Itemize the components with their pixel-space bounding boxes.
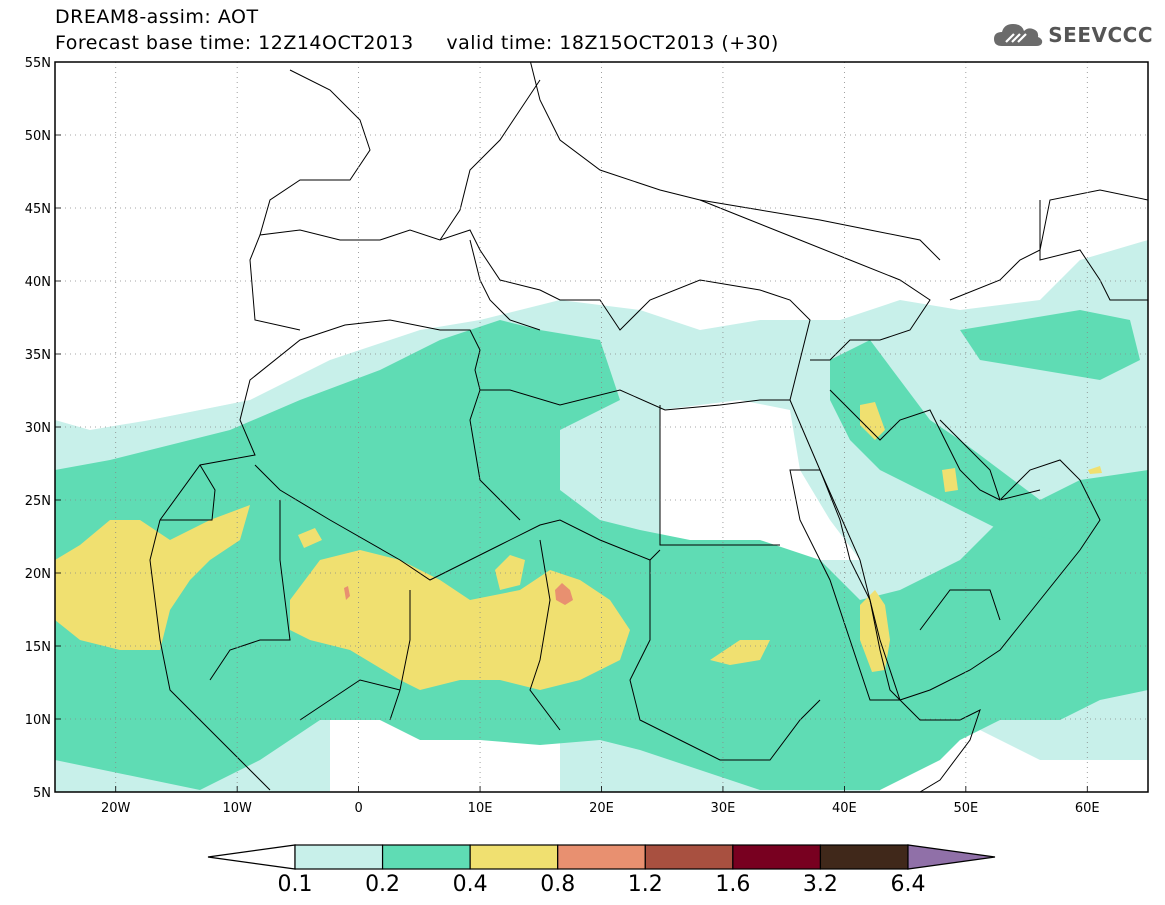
aot-contour-0.4 (942, 468, 958, 492)
colorbar-label: 0.4 (453, 872, 488, 897)
north-africa-coast (159, 319, 790, 521)
gulf-coast (939, 419, 1041, 501)
western-europe-border (259, 69, 371, 236)
plot-frame (54, 61, 1149, 793)
aot-contour-0.8 (344, 586, 350, 600)
colorbar-label: 0.2 (365, 872, 400, 897)
latitude-labels: 55N 50N 45N 40N 35N 30N 25N 20N 15N 10N 5N (25, 56, 51, 801)
aot-clear-area (660, 400, 860, 560)
italy-coast (469, 239, 541, 331)
colorbar-segment (644, 844, 734, 870)
border (659, 405, 780, 546)
lat-label: 35N (25, 348, 51, 363)
lon-label: 0 (354, 801, 362, 816)
border (529, 539, 561, 731)
lat-label: 15N (25, 640, 51, 655)
lon-label: 20W (101, 801, 131, 816)
colorbar-segment (469, 844, 559, 870)
aot-contour-0.2 (830, 340, 1080, 540)
lat-label: 5N (33, 786, 51, 801)
mediterranean-coast (249, 229, 811, 401)
lon-label: 40E (832, 801, 857, 816)
aot-contour-0.2 (960, 310, 1140, 380)
border (629, 560, 821, 761)
colorbar-label: 1.6 (715, 872, 750, 897)
italy-alps-border (439, 79, 541, 241)
aot-contour-0.4 (1088, 466, 1102, 474)
aot-contour-0.8 (555, 583, 573, 605)
aot-contour-0.4 (298, 528, 322, 548)
colorbar-segment (557, 844, 646, 870)
border (160, 464, 216, 521)
aot-contour-0.4 (290, 550, 630, 690)
longitude-labels: 20W 10W 0 10E 20E 30E 40E 50E 60E (101, 801, 1100, 816)
lat-label: 30N (25, 421, 51, 436)
lon-label: 60E (1075, 801, 1100, 816)
lat-label: 50N (25, 129, 51, 144)
border (919, 589, 1001, 631)
map-title: DREAM8-assim: AOT (55, 6, 259, 28)
border (254, 464, 661, 581)
colorbar-segment (732, 844, 822, 870)
colorbar-over-triangle (907, 844, 996, 870)
europe-border (529, 62, 941, 261)
colorbar-label: 6.4 (891, 872, 926, 897)
lat-label: 40N (25, 275, 51, 290)
west-africa-coast (149, 519, 271, 791)
coastlines (149, 62, 1148, 792)
lat-label: 55N (25, 56, 51, 71)
lon-label: 20E (589, 801, 614, 816)
lon-label: 10E (468, 801, 493, 816)
lat-label: 25N (25, 494, 51, 509)
lon-label: 10W (222, 801, 252, 816)
lon-label: 30E (711, 801, 736, 816)
colorbar-label: 0.1 (278, 872, 313, 897)
colorbar-segment (819, 844, 909, 870)
turkey-coast (699, 199, 931, 361)
colorbar-label: 0.8 (540, 872, 575, 897)
colorbar: 0.1 0.2 0.4 0.8 1.2 1.6 3.2 6.4 (207, 844, 996, 897)
aot-contour-0.4 (495, 555, 525, 590)
colorbar-segment (381, 844, 471, 870)
aot-contour-0.2 (55, 320, 1148, 790)
colorbar-under-triangle (207, 844, 296, 870)
border (209, 500, 291, 681)
lat-label: 10N (25, 713, 51, 728)
aot-contour-0.4 (860, 402, 885, 440)
cloud-logo-icon (994, 24, 1043, 46)
lon-label: 50E (953, 801, 978, 816)
forecast-time-line: Forecast base time: 12Z14OCT2013 valid t… (55, 32, 779, 54)
colorbar-segment (294, 844, 384, 870)
horn-of-africa-coast (899, 699, 981, 792)
colorbar-label: 1.2 (628, 872, 663, 897)
seevccc-logo: SEEVCCC (992, 20, 1153, 50)
lat-label: 20N (25, 567, 51, 582)
aot-contour-0.4 (860, 590, 890, 672)
graticule (55, 61, 1148, 793)
red-sea-coast (789, 469, 901, 701)
colorbar-label: 3.2 (803, 872, 838, 897)
lat-label: 45N (25, 202, 51, 217)
aot-field (55, 240, 1148, 792)
border (389, 590, 411, 721)
logo-label: SEEVCCC (1048, 23, 1153, 47)
border (299, 679, 401, 721)
border (1039, 200, 1148, 301)
